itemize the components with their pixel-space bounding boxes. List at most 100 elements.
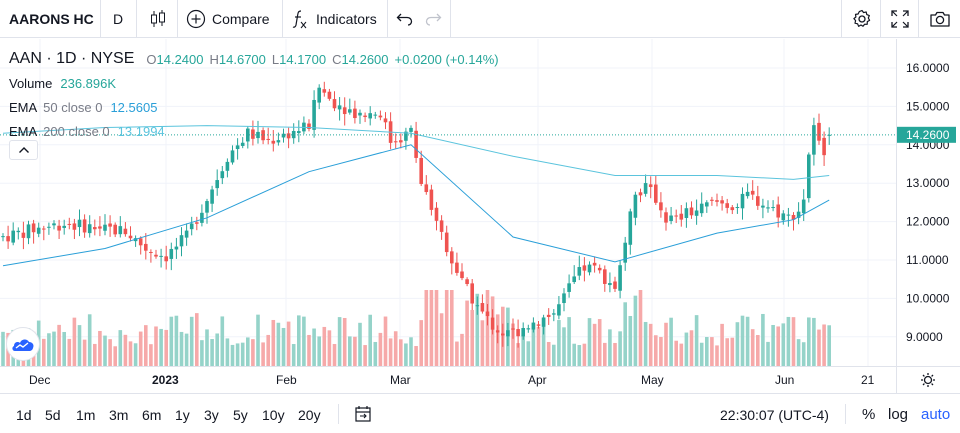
volume-bar: [297, 315, 301, 366]
volume-bar: [373, 341, 378, 366]
volume-bar: [82, 339, 87, 366]
volume-bar: [414, 346, 418, 366]
settings-button[interactable]: [852, 0, 872, 38]
auto-scale-toggle[interactable]: auto: [921, 406, 951, 423]
volume-bar: [817, 329, 821, 366]
candle-body: [531, 322, 536, 330]
percent-scale-toggle[interactable]: %: [862, 406, 876, 423]
candle-body: [154, 254, 158, 257]
legend-collapse-button[interactable]: [9, 140, 38, 160]
undo-button[interactable]: [396, 0, 414, 38]
volume-bar: [623, 302, 627, 366]
log-scale-toggle[interactable]: log: [888, 406, 909, 423]
range-button-20y[interactable]: 20y: [298, 407, 321, 423]
candle-body: [659, 202, 663, 211]
candle-body: [235, 145, 240, 150]
candle-body: [21, 232, 26, 238]
volume-bar: [256, 314, 260, 366]
bottom-toolbar: 1d 5d 1m 3m 6m 1y 3y 5y 10y 20y 22:30:07…: [0, 394, 960, 433]
legend-interval: 1D: [56, 50, 77, 67]
candle-body: [327, 91, 332, 99]
range-button-1d[interactable]: 1d: [16, 407, 32, 423]
screenshot-button[interactable]: [929, 0, 951, 38]
candle-body: [480, 303, 485, 312]
volume-bar: [164, 329, 168, 366]
ema50-legend[interactable]: EMA 50 close 0 12.5605: [9, 95, 499, 119]
time-label: 21: [861, 373, 875, 387]
toolbar-divider: [450, 0, 451, 38]
legend-ticker: AAN: [9, 50, 42, 67]
compare-button[interactable]: Compare: [186, 0, 270, 38]
volume-bar: [455, 341, 459, 366]
timezone-clock[interactable]: 22:30:07 (UTC-4): [720, 407, 829, 423]
goto-date-button[interactable]: [354, 405, 372, 426]
candle-body: [87, 224, 92, 234]
candle-body: [189, 223, 194, 230]
indicators-button[interactable]: Indicators: [292, 0, 377, 38]
volume-bar: [705, 337, 709, 366]
candle-body: [368, 113, 372, 119]
chart-type-button[interactable]: [148, 0, 168, 38]
volume-bar: [613, 342, 617, 366]
price-tick-label: 12.0000: [906, 215, 950, 229]
candle-body: [281, 133, 286, 138]
time-axis-settings-button[interactable]: [920, 372, 936, 393]
candle-body: [291, 130, 296, 139]
volume-bar: [52, 331, 56, 366]
volume-legend[interactable]: Volume 236.896K: [9, 71, 499, 95]
range-button-1m[interactable]: 1m: [76, 407, 96, 423]
volume-bar: [761, 313, 765, 366]
open-value: 14.2400: [156, 51, 204, 67]
candle-body: [246, 128, 250, 142]
price-chart[interactable]: 16.000015.000014.000013.000012.000011.00…: [0, 39, 960, 366]
close-value: 14.2600: [341, 51, 389, 67]
candle-body: [827, 134, 831, 136]
volume-bar: [608, 329, 612, 366]
candle-body: [414, 130, 418, 158]
candle-body: [103, 224, 107, 231]
symbol-search-button[interactable]: AARONS HC: [9, 11, 94, 27]
candle-body: [756, 196, 760, 206]
volume-bar: [240, 342, 245, 366]
ema50-title: EMA: [9, 99, 38, 115]
candle-body: [689, 207, 694, 216]
range-button-3y[interactable]: 3y: [204, 407, 219, 423]
range-button-5d[interactable]: 5d: [45, 407, 61, 423]
range-button-10y[interactable]: 10y: [262, 407, 285, 423]
toolbar-divider: [880, 0, 881, 38]
ema50-line: [2, 144, 830, 267]
tradingview-logo[interactable]: [6, 327, 40, 361]
time-axis[interactable]: Dec 2023 Feb Mar Apr May Jun 21: [0, 366, 960, 394]
candle-body: [174, 246, 179, 250]
volume-bar: [756, 335, 760, 366]
candle-body: [705, 202, 709, 207]
candle-body: [521, 327, 525, 337]
range-button-5y[interactable]: 5y: [233, 407, 248, 423]
volume-bar: [592, 323, 597, 366]
candle-body: [276, 140, 281, 143]
volume-bar: [42, 338, 46, 366]
candle-body: [460, 271, 464, 279]
range-button-3m[interactable]: 3m: [109, 407, 129, 423]
volume-bar: [184, 333, 189, 366]
volume-bar: [664, 322, 668, 366]
candle-body: [72, 223, 77, 230]
candle-body: [205, 201, 209, 213]
toolbar-divider: [387, 0, 388, 38]
redo-button[interactable]: [424, 0, 442, 38]
ema200-legend[interactable]: EMA 200 close 0 13.1994: [9, 119, 499, 143]
fullscreen-button[interactable]: [891, 0, 909, 38]
candle-body: [608, 283, 612, 286]
chart-pane[interactable]: 16.0000 15.0000 14.0000 13.0000 12.0000 11.00…: [0, 39, 960, 366]
candle-body: [786, 214, 791, 216]
volume-bar: [103, 335, 107, 366]
range-button-6m[interactable]: 6m: [142, 407, 162, 423]
candle-body: [552, 313, 556, 315]
volume-bar: [807, 317, 811, 366]
range-button-1y[interactable]: 1y: [175, 407, 190, 423]
low-value: 14.1700: [279, 51, 327, 67]
volume-bar: [368, 314, 372, 366]
high-value: 14.6700: [218, 51, 266, 67]
interval-button[interactable]: D: [113, 11, 124, 27]
volume-bar: [557, 320, 561, 366]
